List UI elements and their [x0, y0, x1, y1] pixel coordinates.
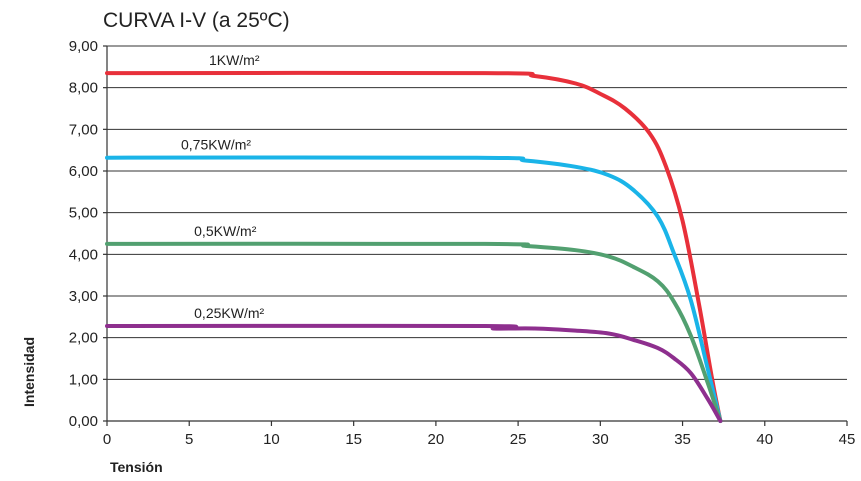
- y-tick-label: 2,00: [69, 330, 98, 347]
- gridlines: [107, 45, 847, 380]
- y-tick-label: 1,00: [69, 371, 98, 388]
- x-tick-label: 15: [345, 431, 362, 448]
- y-tick-label: 3,00: [69, 288, 98, 305]
- series-label: 0,75KW/m²: [181, 137, 251, 153]
- y-tick-label: 5,00: [69, 205, 98, 222]
- x-tick-label: 45: [839, 431, 856, 448]
- series-line: [105, 241, 723, 423]
- axes: 0,00 1,00 2,00 3,00 4,00 5,00 6,00 7,00 8,00 9,00…: [69, 38, 856, 448]
- x-tick-label: 40: [756, 431, 773, 448]
- y-tick-label: 6,00: [69, 163, 98, 180]
- series-label: 0,25KW/m²: [194, 305, 264, 321]
- series-label: 1KW/m²: [209, 52, 260, 68]
- chart-title: CURVA I-V (a 25ºC): [103, 9, 290, 32]
- y-tick-label: 0,00: [69, 413, 98, 430]
- x-tick-label: 35: [674, 431, 691, 448]
- y-axis-title: Intensidad: [21, 337, 37, 407]
- series-label: 0,5KW/m²: [194, 223, 257, 239]
- x-tick-label: 30: [592, 431, 609, 448]
- series-line: [105, 70, 723, 423]
- series-lines: [105, 70, 723, 423]
- x-tick-label: 0: [103, 431, 111, 448]
- x-tick-label: 20: [428, 431, 445, 448]
- x-tick-label: 10: [263, 431, 280, 448]
- x-tick-label: 5: [185, 431, 193, 448]
- series-labels: 1KW/m² 0,75KW/m² 0,5KW/m² 0,25KW/m²: [181, 52, 265, 321]
- x-tick-label: 25: [510, 431, 527, 448]
- series-line: [105, 155, 723, 423]
- x-axis-title: Tensión: [110, 459, 163, 475]
- y-tick-label: 4,00: [69, 246, 98, 263]
- y-tick-label: 7,00: [69, 121, 98, 138]
- y-tick-label: 8,00: [69, 80, 98, 97]
- series-line: [105, 323, 723, 423]
- y-tick-label: 9,00: [69, 38, 98, 55]
